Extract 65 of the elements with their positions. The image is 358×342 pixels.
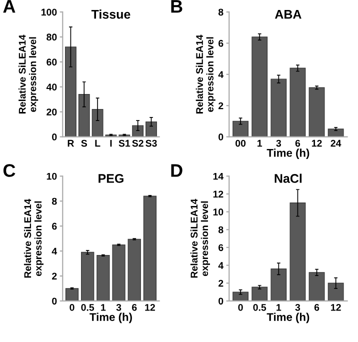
chart-title: PEG [98, 174, 124, 183]
y-tick-label: 20 [46, 108, 57, 116]
x-tick-label: 3 [276, 140, 282, 147]
x-axis-title: Time (h) [266, 312, 310, 324]
chart-title: ABA [274, 10, 302, 19]
y-tick-label: 8 [218, 226, 224, 234]
x-tick-label: 1 [258, 140, 262, 147]
x-tick-label: 0 [70, 304, 74, 311]
text: C [3, 164, 16, 177]
text: B [171, 0, 182, 13]
y-tick-label: 12 [213, 190, 224, 198]
text: A [3, 0, 16, 13]
y-tick-label: 6 [218, 244, 224, 252]
x-axis-title: Time (h) [90, 312, 132, 324]
y-tick-label: 0 [52, 298, 57, 305]
y-tick-label: 6 [218, 40, 224, 47]
y-tick-label: 10 [46, 172, 57, 180]
y-tick-label: 0 [52, 134, 57, 140]
x-tick-label: R [68, 140, 74, 147]
x-tick-label: S [81, 140, 87, 147]
y-tick-label: 40 [46, 84, 57, 90]
x-tick-label: 1 [101, 304, 106, 311]
x-tick-label: 12 [145, 304, 155, 311]
x-tick-label: 0.5 [253, 304, 266, 311]
y-tick-label: 8 [52, 198, 57, 205]
x-tick-label: 6 [132, 304, 137, 311]
x-tick-label: L [95, 140, 100, 147]
y-tick-label: 10 [213, 208, 224, 216]
y-tick-label: 14 [213, 172, 224, 180]
y-axis-title: Relative SiLEA14 expression level [190, 198, 210, 278]
y-tick-label: 0 [218, 134, 224, 140]
y-tick-label: 0 [218, 298, 224, 305]
chart-title: NaCl [274, 174, 302, 183]
x-tick-label: 12 [312, 140, 322, 147]
x-tick-label: 00 [236, 140, 246, 147]
y-tick-label: 8 [218, 8, 224, 16]
x-tick-label: I [110, 140, 112, 147]
x-tick-label: S1 [118, 140, 130, 147]
y-tick-label: 60 [46, 58, 57, 66]
x-tick-label: 1 [276, 304, 282, 311]
x-tick-label: 0.5 [81, 304, 94, 311]
x-tick-label: 3 [295, 304, 300, 311]
text: D [171, 164, 182, 177]
y-tick-label: 80 [46, 34, 57, 41]
x-tick-label: 3 [116, 304, 122, 311]
y-axis-title: Relative SiLEA14 expression level [196, 34, 216, 114]
y-tick-label: 2 [52, 272, 57, 280]
x-tick-label: 0 [238, 304, 243, 311]
y-axis-title: Relative SiLEA14 expression level [24, 198, 44, 278]
x-tick-label: 6 [295, 140, 300, 147]
y-axis-title: Relative SiLEA14 expression level [18, 34, 38, 114]
chart-title: Tissue [91, 10, 130, 19]
y-tick-label: 2 [218, 280, 224, 287]
y-tick-label: 6 [52, 222, 57, 230]
x-tick-label: 24 [330, 140, 342, 147]
x-axis-title: Time (h) [266, 148, 310, 159]
y-tick-label: 2 [218, 102, 224, 110]
y-tick-label: 4 [218, 71, 224, 78]
y-tick-label: 4 [52, 248, 58, 255]
x-tick-label: 6 [314, 304, 320, 311]
y-tick-label: 100 [41, 8, 57, 16]
y-tick-label: 4 [218, 262, 224, 269]
x-tick-label: 12 [331, 304, 341, 311]
x-tick-label: S2 [132, 140, 144, 147]
x-tick-label: S3 [146, 140, 157, 147]
